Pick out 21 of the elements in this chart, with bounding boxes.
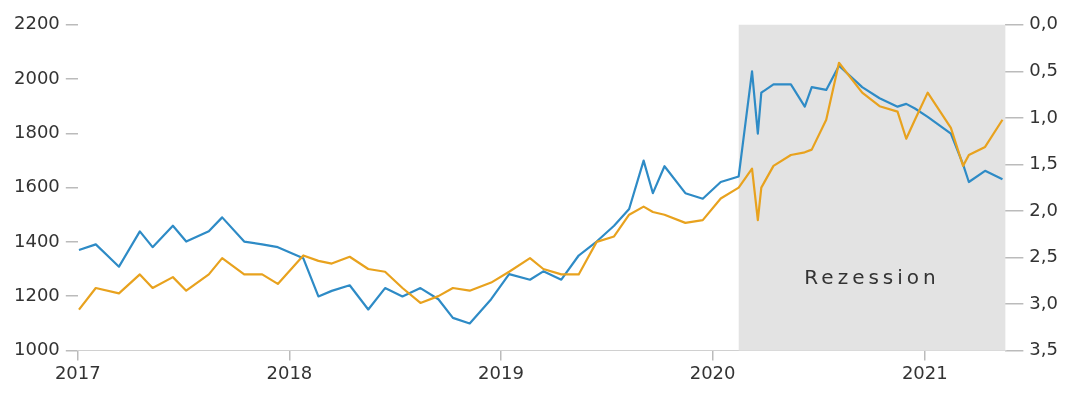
y2-tick-label: 1,0 <box>1029 105 1059 127</box>
y2-tick-label: 2,5 <box>1029 245 1059 267</box>
y-tick-label: 2200 <box>14 12 60 34</box>
x-tick-label: 2020 <box>689 361 736 383</box>
x-tick-label: 2017 <box>54 361 101 383</box>
y2-tick-label: 3,5 <box>1029 338 1059 360</box>
x-tick-label: 2021 <box>901 361 948 383</box>
x-tick-label: 2019 <box>478 361 524 383</box>
y2-tick-label: 1,5 <box>1029 152 1059 174</box>
y-tick-label: 2000 <box>14 66 60 88</box>
y-tick-label: 1600 <box>14 175 60 197</box>
y-tick-label: 1200 <box>14 283 60 305</box>
y2-tick-label: 0,0 <box>1029 12 1059 34</box>
y-tick-label: 1400 <box>14 229 60 251</box>
x-tick-label: 2018 <box>266 361 313 383</box>
band-label: Rezession <box>804 264 940 289</box>
y2-tick-label: 3,0 <box>1029 291 1059 313</box>
y-tick-label: 1800 <box>14 121 60 143</box>
y2-tick-label: 0,5 <box>1029 58 1059 80</box>
y-tick-label: 1000 <box>14 338 60 360</box>
y2-tick-label: 2,0 <box>1029 198 1059 220</box>
